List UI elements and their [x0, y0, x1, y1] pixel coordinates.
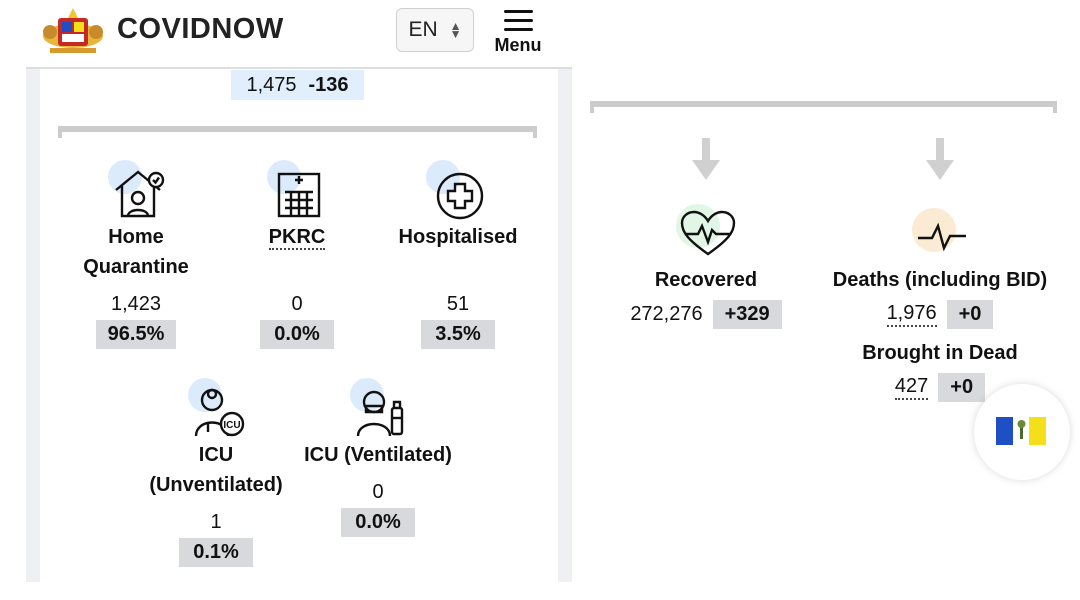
- stat-percent-badge: 0.0%: [260, 320, 334, 349]
- stat-hospitalised: Hospitalised 51 3.5%: [378, 160, 538, 349]
- pulse-line-icon: [910, 204, 970, 260]
- stat-pkrc: PKRC 0 0.0%: [217, 160, 377, 349]
- active-cases-chip: 1,475 -136: [231, 70, 364, 100]
- stat-value: 0: [291, 293, 303, 315]
- stat-percent-badge: 3.5%: [421, 320, 495, 349]
- header-divider: [26, 67, 572, 69]
- menu-button[interactable]: Menu: [488, 10, 548, 56]
- state-selector-button[interactable]: [974, 384, 1070, 480]
- medical-cross-icon: [426, 160, 488, 220]
- stat-percent-badge: 0.0%: [341, 508, 415, 537]
- stat-delta-badge: +0: [938, 373, 986, 402]
- language-select-value: EN: [408, 18, 438, 41]
- hospital-building-icon: [267, 160, 327, 218]
- site-brand-title[interactable]: COVIDNOW: [117, 13, 284, 45]
- stat-label: ICU (Ventilated): [304, 444, 452, 466]
- stat-percent-badge: 0.1%: [179, 538, 253, 567]
- stat-deaths: Deaths (including BID) 1,976 +0 Brought …: [830, 204, 1050, 402]
- stat-icu-unventilated: ICU ICU (Unventilated) 1 0.1%: [136, 378, 296, 567]
- active-cases-value: 1,475: [246, 73, 297, 96]
- stat-label: ICU (Unventilated): [149, 444, 283, 496]
- arrow-down-icon: [692, 138, 720, 180]
- stat-icu-ventilated: ICU (Ventilated) 0 0.0%: [298, 378, 458, 537]
- stat-value: 1,423: [110, 293, 162, 315]
- icu-doctor-icon: ICU: [186, 378, 246, 437]
- stat-label: PKRC: [268, 226, 326, 250]
- menu-label: Menu: [494, 35, 542, 55]
- malaysia-coat-of-arms-logo[interactable]: [40, 6, 106, 56]
- arrow-down-icon: [926, 138, 954, 180]
- ventilated-patient-icon: [348, 378, 408, 437]
- stat-home-quarantine: Home Quarantine 1,423 96.5%: [56, 160, 216, 349]
- hamburger-icon: [488, 10, 548, 31]
- branch-connector: [58, 126, 537, 138]
- stat-label: Home Quarantine: [83, 226, 189, 278]
- stat-value: 1: [210, 511, 222, 533]
- stat-delta-badge: +329: [712, 300, 782, 329]
- stat-label-pkrc-link[interactable]: PKRC: [217, 222, 377, 252]
- stat-percent-badge: 96.5%: [95, 320, 177, 349]
- home-quarantine-icon: [106, 160, 166, 218]
- active-cases-delta: -136: [308, 73, 349, 96]
- stat-delta-badge: +0: [946, 300, 994, 329]
- stat-value-link[interactable]: 1,976: [886, 302, 937, 327]
- top-header: COVIDNOW EN ▲ ▼ Menu: [0, 0, 572, 66]
- stat-value: 0: [372, 481, 384, 503]
- svg-text:ICU: ICU: [223, 420, 240, 431]
- stat-label-bid: Brought in Dead: [862, 342, 1018, 364]
- stat-value-link[interactable]: 427: [894, 375, 929, 400]
- stat-value: 272,276: [630, 303, 703, 325]
- penang-flag-icon: [996, 417, 1047, 445]
- chevron-up-down-icon: ▲ ▼: [449, 19, 462, 41]
- stat-value: 51: [446, 293, 470, 315]
- language-select[interactable]: EN ▲ ▼: [396, 8, 474, 52]
- blank-area: [572, 463, 1080, 600]
- stat-label: Recovered: [654, 269, 758, 291]
- branch-connector-right: [590, 101, 1057, 113]
- heartbeat-icon: [676, 204, 736, 260]
- stat-label: Hospitalised: [398, 226, 518, 248]
- stat-label: Deaths (including BID): [832, 269, 1048, 291]
- stat-recovered: Recovered 272,276 +329: [620, 204, 792, 329]
